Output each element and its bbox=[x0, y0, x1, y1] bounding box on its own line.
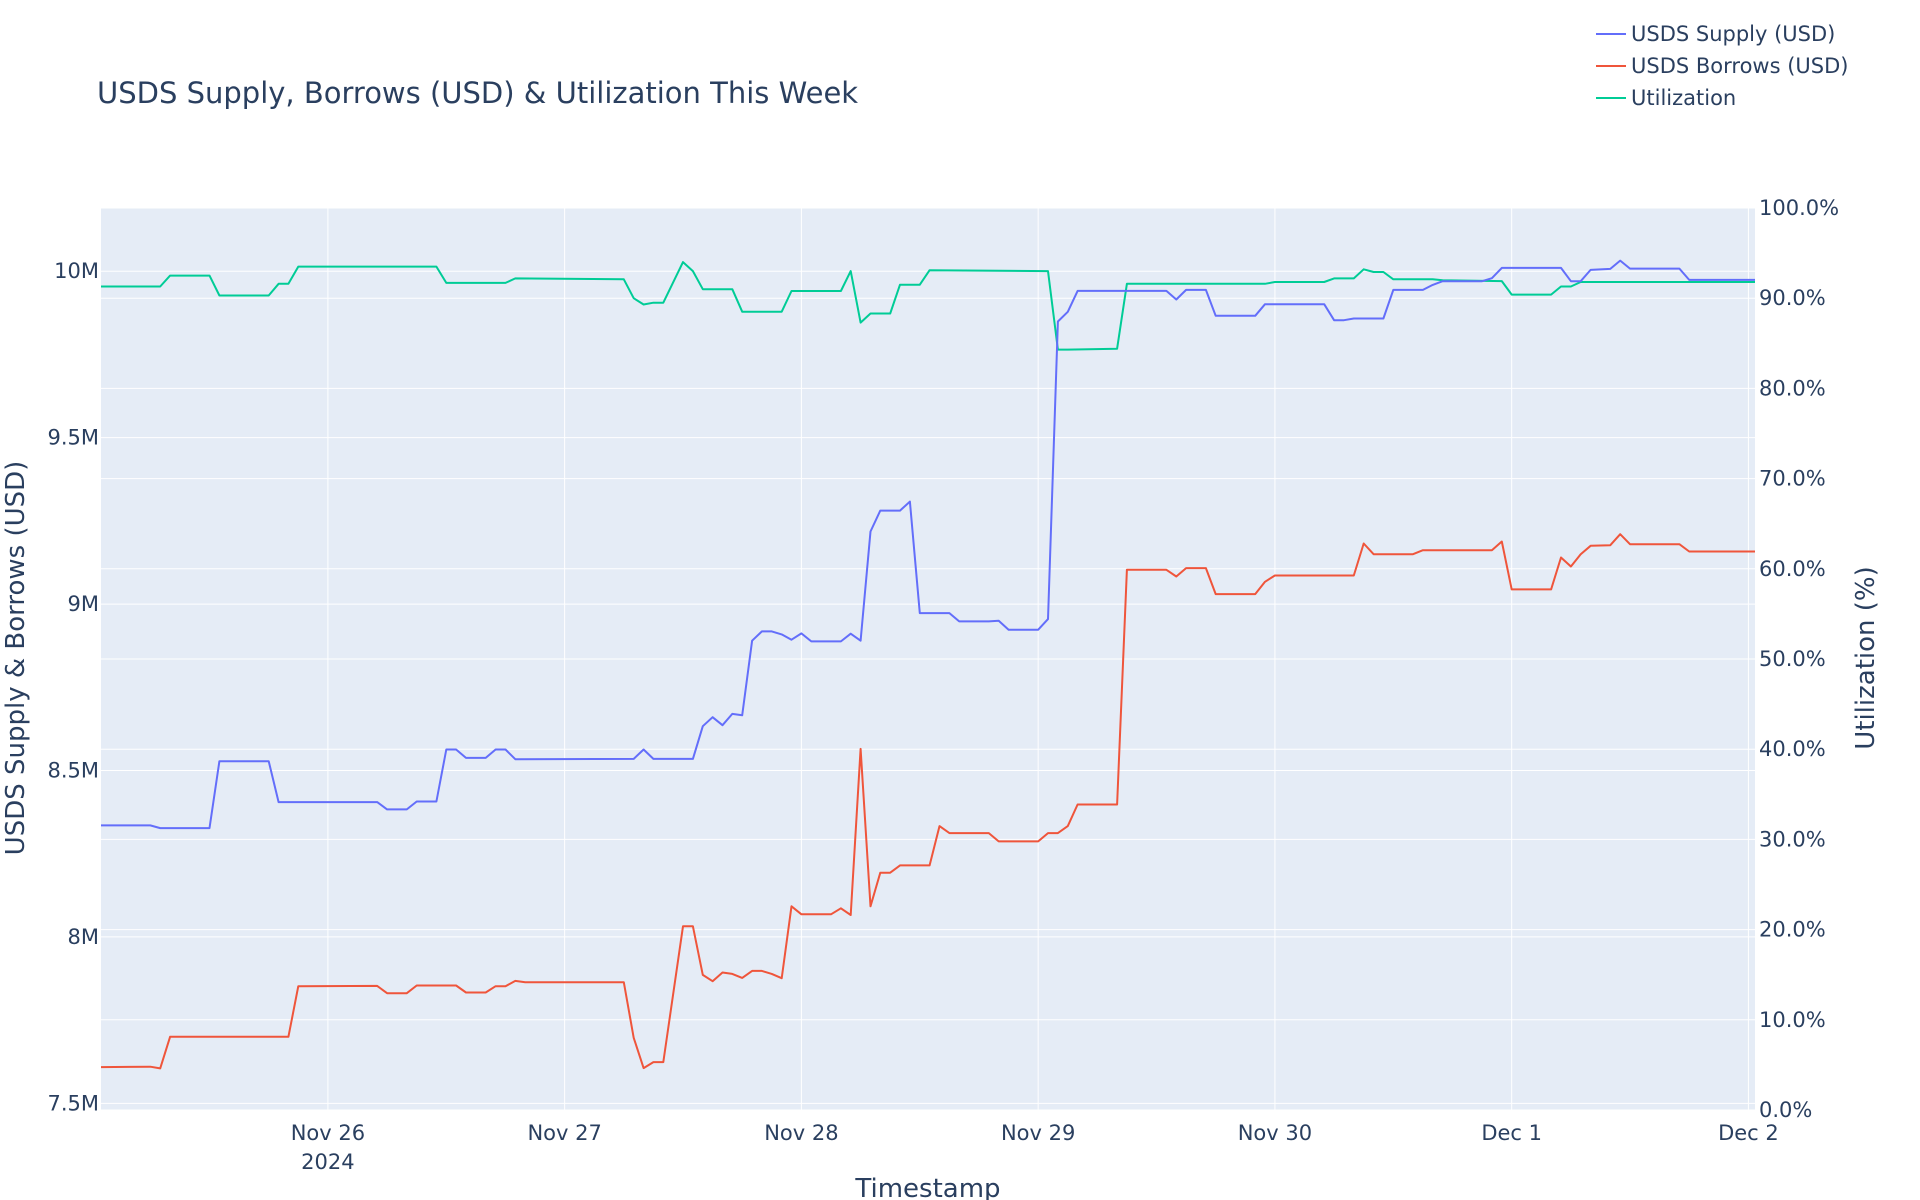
y-tick-label: 7.5M bbox=[47, 1091, 99, 1115]
y2-tick-label: 30.0% bbox=[1759, 827, 1826, 851]
y2-tick-label: 40.0% bbox=[1759, 737, 1826, 761]
y2-axis: 0.0% 10.0% 20.0% 30.0% 40.0% 50.0% 60.0% 70.0% 8… bbox=[1759, 196, 1839, 1122]
legend-label: Utilization bbox=[1631, 86, 1736, 110]
x-year-label: 2024 bbox=[301, 1150, 354, 1174]
legend-label: USDS Supply (USD) bbox=[1631, 22, 1835, 46]
x-axis-title: Timestamp bbox=[854, 1174, 1000, 1200]
chart-title: USDS Supply, Borrows (USD) & Utilization… bbox=[97, 76, 858, 110]
y-tick-label: 10M bbox=[54, 259, 99, 283]
y-tick-label: 9.5M bbox=[47, 426, 99, 450]
x-tick-label: Nov 29 bbox=[1001, 1121, 1075, 1145]
y-tick-label: 9M bbox=[68, 592, 99, 616]
legend-item[interactable]: USDS Supply (USD) bbox=[1596, 22, 1835, 46]
y2-tick-label: 60.0% bbox=[1759, 557, 1826, 581]
x-axis: Nov 26 2024 Nov 27 Nov 28 Nov 29 Nov 30 Dec 1 D… bbox=[291, 1121, 1779, 1174]
series-line-2 bbox=[101, 261, 1755, 351]
legend-label: USDS Borrows (USD) bbox=[1631, 54, 1848, 78]
legend-item[interactable]: Utilization bbox=[1596, 86, 1736, 110]
y2-tick-label: 80.0% bbox=[1759, 376, 1826, 400]
y2-axis-title: Utilization (%) bbox=[1851, 566, 1881, 750]
y2-tick-label: 100.0% bbox=[1759, 196, 1839, 220]
y-axis: 7.5M 8M 8.5M 9M 9.5M 10M bbox=[47, 259, 99, 1115]
y-axis-title: USDS Supply & Borrows (USD) bbox=[1, 461, 31, 856]
y-tick-label: 8M bbox=[68, 925, 99, 949]
grid bbox=[101, 207, 1755, 1111]
y-tick-label: 8.5M bbox=[47, 759, 99, 783]
legend-item[interactable]: USDS Borrows (USD) bbox=[1596, 54, 1848, 78]
x-tick-label: Dec 1 bbox=[1481, 1121, 1542, 1145]
x-tick-label: Nov 26 bbox=[291, 1121, 365, 1145]
x-tick-label: Nov 28 bbox=[764, 1121, 838, 1145]
y2-tick-label: 70.0% bbox=[1759, 467, 1826, 491]
y2-tick-label: 20.0% bbox=[1759, 918, 1826, 942]
y2-tick-label: 50.0% bbox=[1759, 647, 1826, 671]
legend[interactable]: USDS Supply (USD) USDS Borrows (USD) Utili… bbox=[1596, 22, 1848, 110]
x-tick-label: Dec 2 bbox=[1718, 1121, 1779, 1145]
series-line-0 bbox=[101, 259, 1755, 830]
series-line-1 bbox=[100, 533, 1755, 1070]
x-tick-label: Nov 27 bbox=[527, 1121, 601, 1145]
series-layer bbox=[100, 259, 1755, 1070]
x-tick-label: Nov 30 bbox=[1238, 1121, 1312, 1145]
y2-tick-label: 10.0% bbox=[1759, 1008, 1826, 1032]
y2-tick-label: 90.0% bbox=[1759, 286, 1826, 310]
y2-tick-label: 0.0% bbox=[1759, 1098, 1812, 1122]
